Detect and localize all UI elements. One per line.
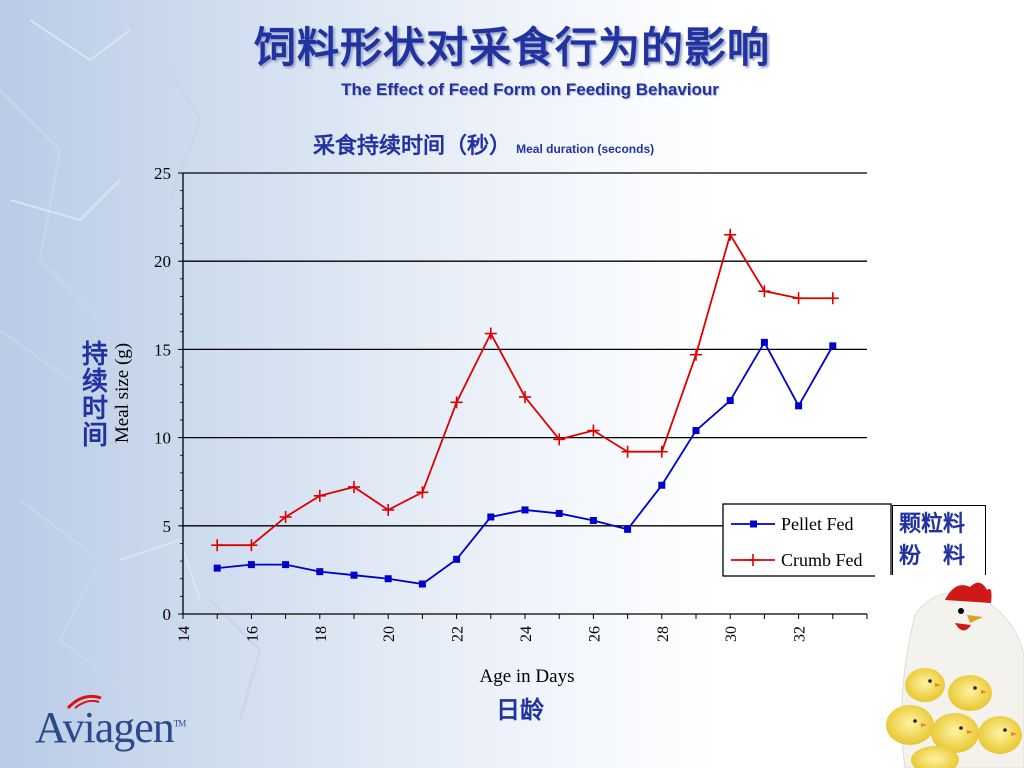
axis-layer: 0 5 10 15 20 25 14 16 18 20 22 24 26 28 30 32: [154, 164, 868, 642]
aviagen-logo: AviagenTM: [35, 690, 195, 760]
logo-text: Aviagen: [35, 703, 175, 752]
point-crumb: [690, 348, 702, 361]
point-pellet: [692, 427, 700, 435]
legend-zh-box: 颗粒料 粉 料: [892, 505, 986, 577]
point-pellet: [316, 568, 324, 576]
point-pellet: [453, 555, 461, 563]
point-crumb: [450, 396, 463, 409]
chicken-photo: [875, 575, 1024, 768]
legend-label-1: Crumb Fed: [781, 550, 863, 570]
point-crumb: [553, 433, 566, 446]
point-crumb: [416, 486, 429, 499]
legend-label-0: Pellet Fed: [781, 514, 854, 534]
legend-marker-0: [750, 520, 757, 528]
point-crumb: [519, 391, 531, 404]
y-tick-label-5: 5: [163, 517, 172, 536]
point-pellet: [384, 575, 392, 583]
point-crumb: [758, 285, 771, 298]
legend-box: [722, 503, 892, 577]
x-tick-label-28: 28: [655, 626, 672, 642]
x-tick-label-18: 18: [313, 626, 330, 642]
x-tick-label-14: 14: [176, 626, 193, 642]
x-axis-label-zh: 日龄: [496, 696, 544, 724]
point-crumb: [484, 327, 497, 340]
y-axis-label: Meal size (g): [112, 343, 133, 443]
logo-swoosh-icon: [66, 694, 102, 710]
legend-zh-pellet: 颗粒料: [899, 512, 966, 537]
y-tick-label-0: 0: [163, 605, 172, 624]
x-tick-label-32: 32: [792, 626, 809, 642]
point-pellet: [418, 580, 426, 588]
y-tick-label-25: 25: [154, 164, 171, 183]
point-pellet: [726, 397, 734, 405]
x-tick-label-20: 20: [381, 626, 398, 642]
point-pellet: [521, 506, 529, 514]
series-layer: [211, 228, 839, 588]
point-crumb: [587, 424, 600, 437]
x-tick-label-24: 24: [518, 626, 535, 642]
chart-heading: 采食持续时间（秒） Meal duration (seconds): [313, 128, 654, 160]
slide-title: 饲料形状对采食行为的影响: [253, 23, 770, 72]
point-pellet: [795, 402, 803, 410]
slide-subtitle: The Effect of Feed Form on Feeding Behav…: [341, 80, 719, 99]
point-crumb: [348, 480, 360, 493]
y-axis-label-zh: 持续时间: [81, 340, 108, 451]
point-pellet: [829, 342, 837, 350]
point-pellet: [213, 564, 221, 572]
point-crumb: [826, 292, 839, 305]
y-tick-label-20: 20: [154, 252, 171, 271]
point-crumb: [655, 445, 668, 458]
point-pellet: [487, 513, 495, 521]
point-pellet: [247, 561, 255, 569]
x-tick-label-22: 22: [450, 626, 467, 642]
logo-tm: TM: [173, 718, 186, 729]
chart-heading-en: Meal duration (seconds): [516, 142, 655, 156]
point-crumb: [245, 539, 258, 552]
point-pellet: [282, 561, 290, 569]
y-tick-label-15: 15: [154, 340, 171, 359]
point-pellet: [624, 525, 632, 533]
point-crumb: [792, 292, 805, 305]
point-pellet: [350, 571, 358, 579]
point-crumb: [279, 510, 292, 523]
x-axis-label: Age in Days: [480, 666, 575, 687]
point-crumb: [621, 445, 634, 458]
point-crumb: [313, 489, 326, 502]
point-crumb: [382, 503, 395, 516]
chart-heading-zh: 采食持续时间（秒）: [313, 134, 512, 159]
x-tick-label-30: 30: [723, 626, 740, 642]
series-line-1: [217, 232, 833, 547]
grid-layer: [183, 172, 867, 527]
legend-zh-crumb: 粉 料: [899, 544, 966, 569]
point-pellet: [589, 517, 597, 525]
point-crumb: [724, 228, 737, 241]
point-pellet: [760, 338, 768, 346]
point-crumb: [211, 539, 224, 552]
x-tick-label-26: 26: [586, 626, 603, 642]
legend-layer: Pellet Fed Crumb Fed: [722, 503, 892, 577]
x-tick-label-16: 16: [244, 626, 261, 642]
point-pellet: [658, 481, 666, 489]
y-tick-label-10: 10: [154, 429, 171, 448]
point-pellet: [555, 509, 563, 517]
